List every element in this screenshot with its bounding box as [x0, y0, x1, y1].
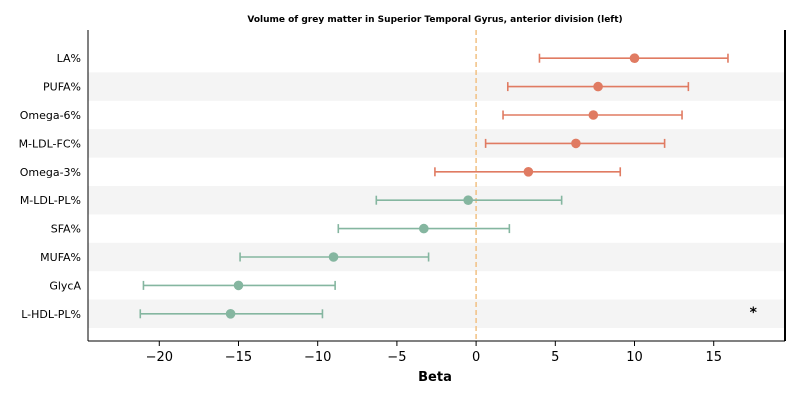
forest-row: GlycA	[49, 279, 336, 292]
forest-row: SFA%	[51, 223, 511, 236]
forest-row: M-LDL-PL%	[20, 194, 563, 207]
row-label: PUFA%	[43, 81, 81, 94]
row-label: M-LDL-PL%	[20, 194, 81, 207]
forest-row: Omega-6%	[20, 109, 683, 122]
row-label: GlycA	[49, 279, 81, 292]
row-label: L-HDL-PL%	[21, 308, 81, 321]
chart-title: Volume of grey matter in Superior Tempor…	[247, 15, 622, 25]
estimate-point	[588, 110, 599, 120]
x-tick-label: −10	[304, 350, 331, 365]
forest-row: PUFA%	[43, 81, 690, 94]
estimate-point	[629, 53, 640, 63]
forest-rows: LA% PUFA% Omega-6% M-LDL-FC% Omega-3% M-LDL-P…	[19, 52, 729, 321]
x-tick-label: 0	[472, 350, 480, 365]
row-band	[88, 129, 785, 158]
forest-row: M-LDL-FC%	[19, 137, 666, 150]
estimate-point	[225, 309, 236, 319]
row-label: LA%	[57, 52, 81, 65]
forest-row: LA%	[57, 52, 729, 65]
row-band	[88, 242, 785, 272]
row-label: SFA%	[51, 223, 81, 236]
x-tick-label: −20	[146, 350, 173, 365]
x-axis-label: Beta	[418, 370, 452, 385]
annotations: *	[750, 305, 758, 321]
x-tick-label: 5	[551, 350, 559, 365]
estimate-point	[233, 280, 244, 291]
row-label: Omega-6%	[20, 109, 81, 122]
significance-marker: *	[750, 305, 758, 321]
estimate-point	[419, 223, 429, 234]
estimate-point	[463, 195, 473, 205]
row-label: Omega-3%	[20, 166, 81, 179]
estimate-point	[593, 81, 603, 92]
x-tick-label: −15	[225, 350, 252, 365]
forest-row: MUFA%	[40, 251, 430, 264]
x-axis-ticks: −20 −15 −10 −5 0 5 10 15	[146, 341, 722, 365]
forest-row: L-HDL-PL%	[21, 308, 324, 321]
row-label: M-LDL-FC%	[19, 137, 81, 150]
estimate-point	[523, 167, 534, 177]
estimate-point	[328, 252, 339, 262]
estimate-point	[571, 138, 581, 149]
row-label: MUFA%	[40, 251, 81, 264]
axes	[87, 30, 786, 342]
x-tick-label: 10	[626, 350, 643, 365]
x-tick-label: −5	[387, 350, 406, 365]
x-tick-label: 15	[705, 350, 722, 365]
forest-row: Omega-3%	[20, 166, 622, 179]
